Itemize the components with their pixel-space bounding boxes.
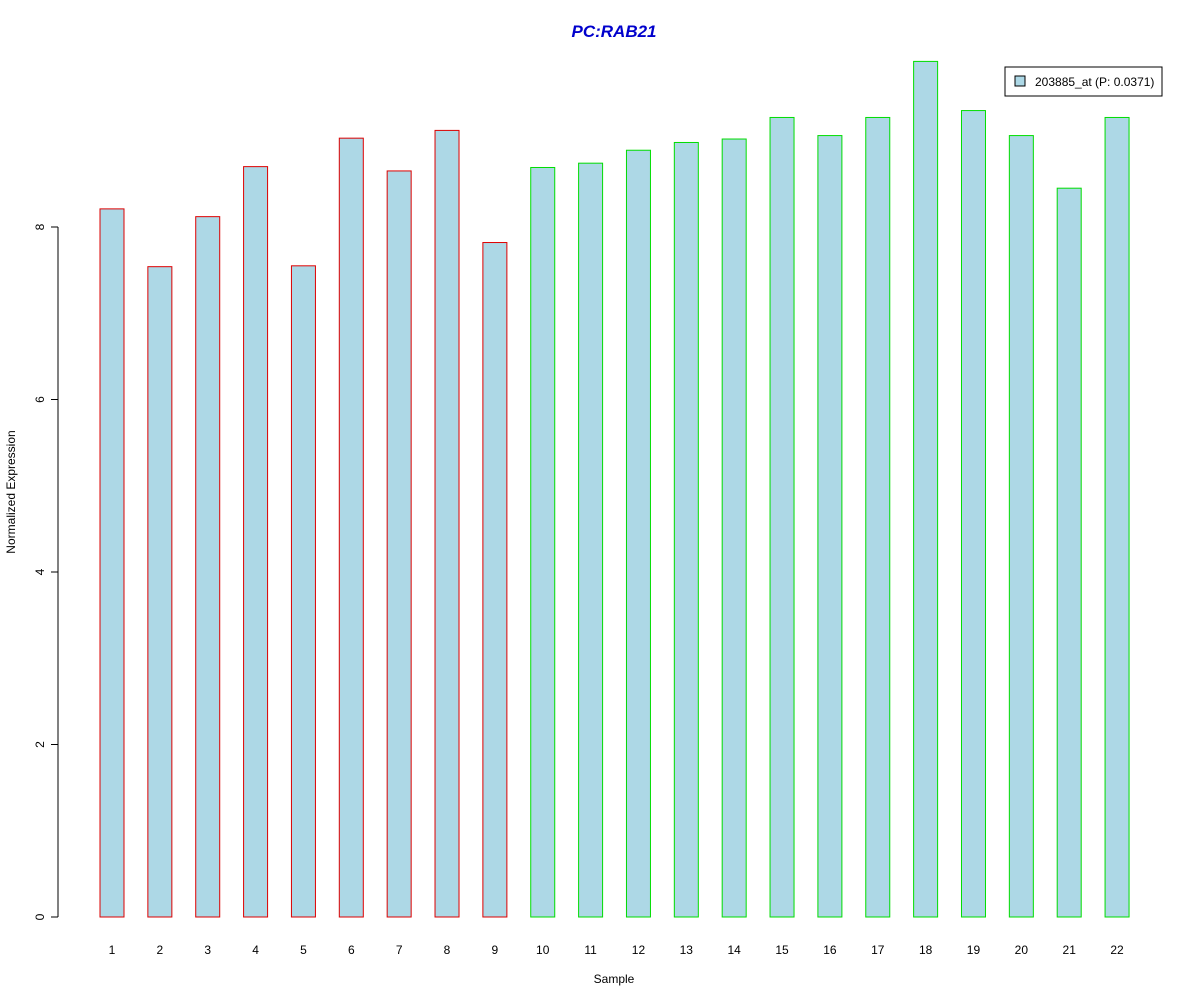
x-tick-label: 21 xyxy=(1063,943,1077,957)
x-tick-label: 1 xyxy=(109,943,116,957)
bar-sample-7 xyxy=(386,170,412,918)
x-tick-label: 11 xyxy=(584,943,597,957)
bar-sample-9 xyxy=(482,242,508,918)
bar-sample-3 xyxy=(195,216,221,918)
x-tick-label: 9 xyxy=(492,943,499,957)
legend: 203885_at (P: 0.0371) xyxy=(1004,66,1163,97)
y-tick-label: 0 xyxy=(33,913,47,920)
x-tick-label: 7 xyxy=(396,943,403,957)
y-tick-label: 4 xyxy=(33,568,47,575)
x-tick-label: 22 xyxy=(1110,943,1124,957)
x-tick-label: 16 xyxy=(823,943,837,957)
chart-title: PC:RAB21 xyxy=(571,22,656,41)
x-tick-label: 2 xyxy=(157,943,164,957)
x-tick-label: 14 xyxy=(728,943,742,957)
bar-sample-6 xyxy=(338,137,364,918)
x-tick-label: 13 xyxy=(680,943,694,957)
y-axis-ticks: 0 2 4 6 8 xyxy=(33,223,58,920)
y-tick-label: 2 xyxy=(33,741,47,748)
x-axis-tick-labels: 1 2 3 4 5 6 7 8 9 10 11 12 13 14 15 16 17 18 19 20 21 22 xyxy=(109,943,1124,957)
bar-sample-10 xyxy=(530,166,556,918)
bar-sample-16 xyxy=(817,135,843,918)
bar-sample-20 xyxy=(1008,135,1034,918)
bar-sample-18 xyxy=(913,60,939,918)
bars-group xyxy=(99,60,1130,918)
bar-sample-17 xyxy=(865,116,891,918)
legend-label: 203885_at (P: 0.0371) xyxy=(1035,75,1154,89)
x-tick-label: 4 xyxy=(252,943,259,957)
bar-sample-1 xyxy=(99,208,125,918)
x-tick-label: 15 xyxy=(775,943,789,957)
x-tick-label: 10 xyxy=(536,943,550,957)
x-tick-label: 19 xyxy=(967,943,981,957)
y-tick-label: 8 xyxy=(33,223,47,230)
bar-sample-12 xyxy=(625,149,651,918)
x-tick-label: 6 xyxy=(348,943,355,957)
bar-sample-21 xyxy=(1056,187,1082,918)
x-tick-label: 18 xyxy=(919,943,933,957)
bar-sample-19 xyxy=(960,110,986,918)
x-tick-label: 17 xyxy=(871,943,885,957)
bar-sample-14 xyxy=(721,138,747,918)
x-tick-label: 3 xyxy=(204,943,211,957)
bar-sample-4 xyxy=(243,166,269,918)
x-tick-label: 20 xyxy=(1015,943,1029,957)
y-axis-label: Normalized Expression xyxy=(4,430,18,553)
bar-sample-8 xyxy=(434,129,460,918)
bar-sample-13 xyxy=(673,141,699,918)
x-tick-label: 5 xyxy=(300,943,307,957)
bar-sample-2 xyxy=(147,266,173,918)
bar-sample-5 xyxy=(290,265,316,918)
legend-swatch xyxy=(1014,75,1026,87)
bar-sample-11 xyxy=(578,162,604,918)
x-tick-label: 12 xyxy=(632,943,646,957)
x-tick-label: 8 xyxy=(444,943,451,957)
bar-sample-22 xyxy=(1104,116,1130,918)
y-tick-label: 6 xyxy=(33,396,47,403)
x-axis-label: Sample xyxy=(594,972,635,986)
bar-sample-15 xyxy=(769,116,795,918)
legend-box xyxy=(1004,66,1163,97)
